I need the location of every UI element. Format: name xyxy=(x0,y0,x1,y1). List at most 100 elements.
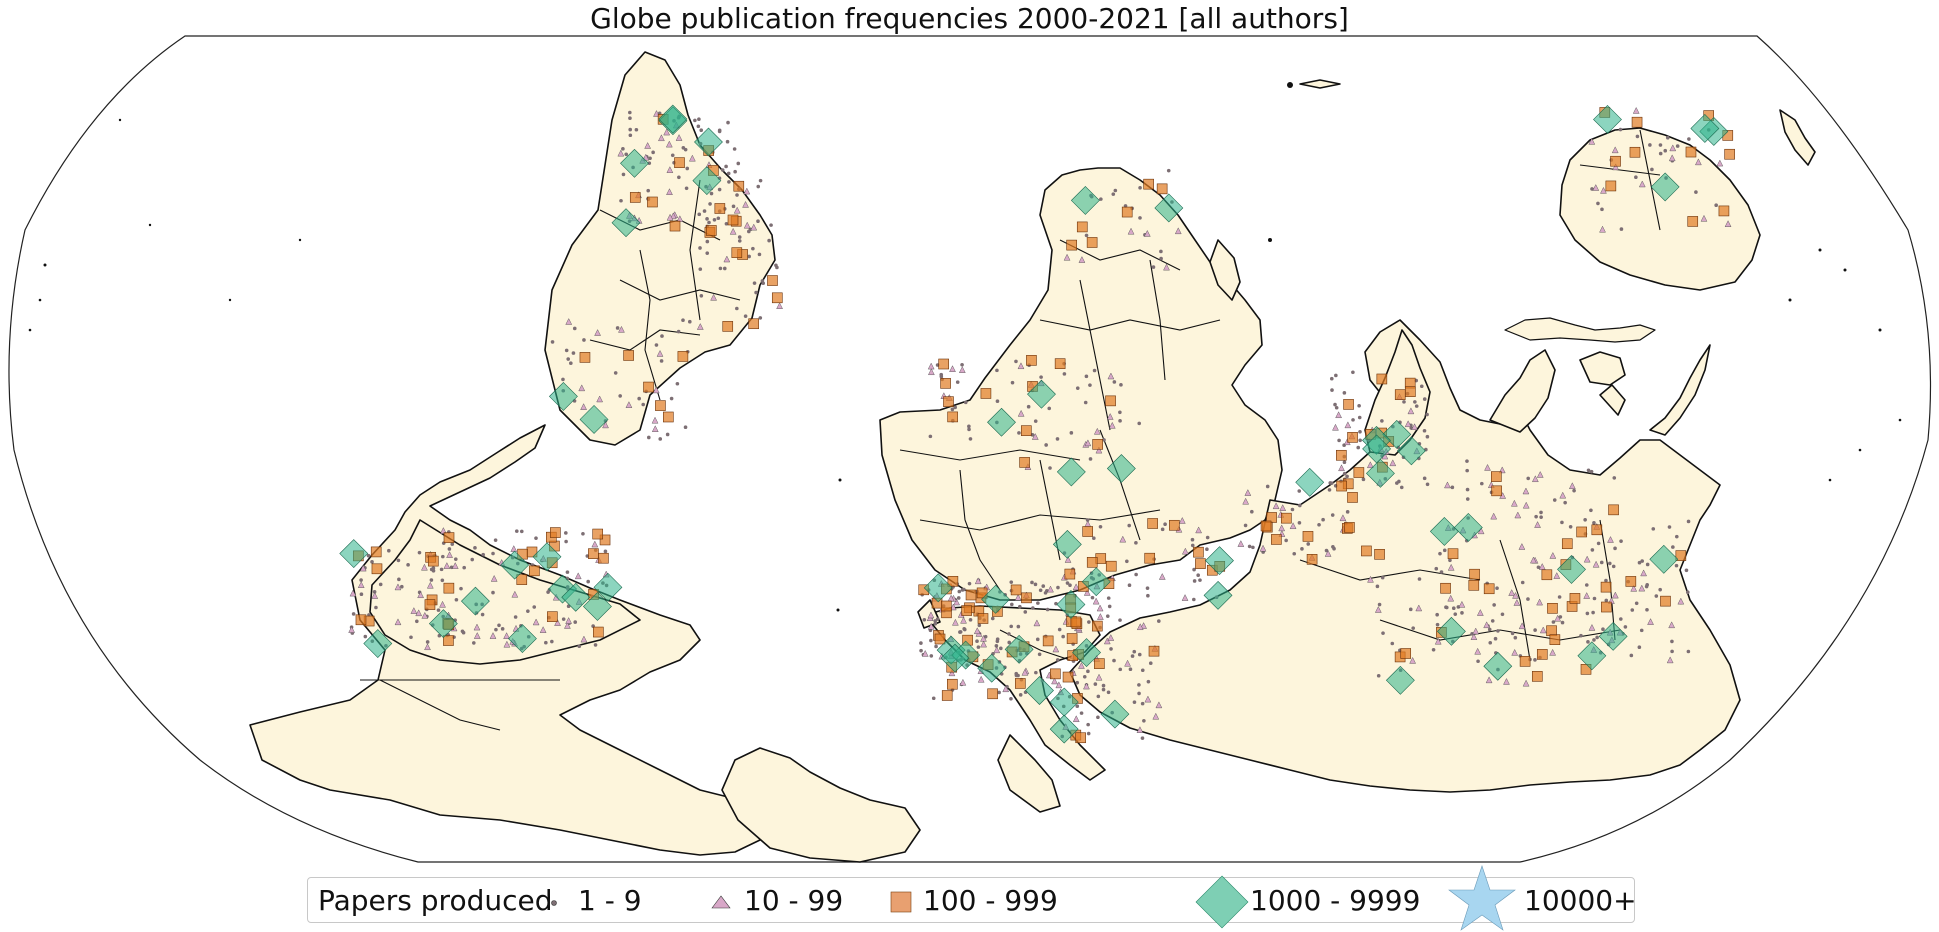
marker-10-99 xyxy=(1518,622,1526,630)
marker-10-99 xyxy=(1072,583,1080,591)
marker-10-99 xyxy=(993,646,1001,654)
marker-1-9 xyxy=(737,239,742,243)
marker-1-9 xyxy=(1351,418,1355,422)
landmass-madagascar xyxy=(1209,239,1241,301)
marker-1-9 xyxy=(1684,568,1689,573)
marker-1-9 xyxy=(1665,135,1670,140)
marker-1-9 xyxy=(577,644,582,648)
marker-1000-9999 xyxy=(1396,436,1426,466)
marker-1-9 xyxy=(732,147,737,151)
marker-10-99 xyxy=(489,632,497,639)
marker-100-999 xyxy=(1281,512,1292,524)
marker-10-99 xyxy=(1335,411,1342,418)
marker-10-99 xyxy=(1017,409,1025,417)
marker-100-999 xyxy=(674,157,685,168)
marker-100-999 xyxy=(677,351,689,362)
marker-1-9 xyxy=(1138,216,1142,220)
marker-100-999 xyxy=(1447,548,1459,560)
marker-1-9 xyxy=(1345,510,1350,514)
marker-10-99 xyxy=(1339,514,1347,522)
marker-1-9 xyxy=(1041,584,1046,588)
marker-1-9 xyxy=(1444,605,1449,610)
marker-1-9 xyxy=(676,329,681,334)
marker-1-9 xyxy=(1488,640,1493,645)
marker-1-9 xyxy=(1612,476,1617,480)
marker-1-9 xyxy=(756,219,760,223)
marker-10-99 xyxy=(1367,461,1374,469)
marker-10-99 xyxy=(743,187,751,195)
marker-10-99 xyxy=(1588,137,1596,145)
marker-1-9 xyxy=(1057,627,1062,632)
marker-1-9 xyxy=(1361,477,1366,482)
marker-1-9 xyxy=(967,424,971,429)
marker-1-9 xyxy=(724,221,729,226)
marker-1-9 xyxy=(378,582,383,587)
marker-1000-9999 xyxy=(1429,516,1459,546)
marker-100-999 xyxy=(1144,552,1156,564)
marker-10-99 xyxy=(1474,647,1482,655)
marker-1-9 xyxy=(716,216,721,221)
marker-100-999 xyxy=(593,626,604,638)
marker-10-99 xyxy=(1472,627,1480,635)
marker-10-99 xyxy=(1002,685,1010,693)
marker-10-99 xyxy=(1055,681,1063,689)
marker-100-999 xyxy=(706,225,717,236)
marker-10-99 xyxy=(349,589,357,597)
marker-1-9 xyxy=(760,279,765,283)
marker-1-9 xyxy=(586,579,590,584)
marker-1-9 xyxy=(462,565,466,570)
marker-1000-9999 xyxy=(1100,699,1130,729)
marker-1-9 xyxy=(1130,654,1135,658)
marker-1-9 xyxy=(995,637,1000,641)
marker-1-9 xyxy=(1055,437,1060,441)
marker-1-9 xyxy=(1358,438,1362,443)
marker-1-9 xyxy=(1333,402,1337,407)
marker-1000-9999 xyxy=(923,573,953,603)
marker-1-9 xyxy=(1448,558,1452,563)
marker-1-9 xyxy=(1300,547,1304,551)
marker-100-999 xyxy=(733,180,745,192)
marker-1-9 xyxy=(758,178,763,183)
marker-10-99 xyxy=(1107,634,1115,641)
marker-1-9 xyxy=(1086,669,1090,674)
marker-10-99 xyxy=(974,577,982,585)
marker-1-9 xyxy=(572,326,577,331)
marker-1-9 xyxy=(1686,519,1691,524)
marker-1-9 xyxy=(1674,563,1679,568)
marker-1-9 xyxy=(1068,583,1072,588)
marker-1-9 xyxy=(1140,668,1145,673)
marker-1-9 xyxy=(1619,617,1623,621)
marker-100-999 xyxy=(1405,386,1416,397)
marker-100-999 xyxy=(1601,601,1612,613)
marker-1-9 xyxy=(1381,631,1385,635)
marker-100-999 xyxy=(1147,518,1158,529)
marker-10-99 xyxy=(1549,648,1556,656)
marker-100-999 xyxy=(1143,178,1154,190)
marker-10-99 xyxy=(439,600,446,608)
landmass-south-america xyxy=(544,51,776,446)
marker-1-9 xyxy=(397,577,401,582)
marker-10-99 xyxy=(1052,645,1060,653)
marker-1-9 xyxy=(1157,619,1161,623)
marker-1-9 xyxy=(1093,682,1098,686)
country-borders xyxy=(360,129,1661,731)
marker-1-9 xyxy=(624,152,629,157)
marker-1-9 xyxy=(934,644,938,649)
marker-10-99 xyxy=(1404,420,1412,428)
marker-100-999 xyxy=(592,528,604,540)
marker-10-99 xyxy=(1195,526,1202,534)
marker-1-9 xyxy=(1604,598,1609,603)
marker-1000-9999 xyxy=(1049,714,1079,744)
marker-1-9 xyxy=(758,316,763,320)
marker-10-99 xyxy=(443,562,451,569)
marker-1-9 xyxy=(1402,400,1406,404)
marker-1-9 xyxy=(1321,517,1325,522)
legend-label-10-99: 10 - 99 xyxy=(744,884,844,917)
marker-1-9 xyxy=(1031,606,1035,610)
marker-1-9 xyxy=(1533,658,1537,662)
marker-1000-9999 xyxy=(981,584,1011,614)
marker-1-9 xyxy=(717,129,722,134)
marker-1-9 xyxy=(677,175,681,180)
marker-1-9 xyxy=(1663,148,1668,153)
marker-1-9 xyxy=(497,623,501,628)
